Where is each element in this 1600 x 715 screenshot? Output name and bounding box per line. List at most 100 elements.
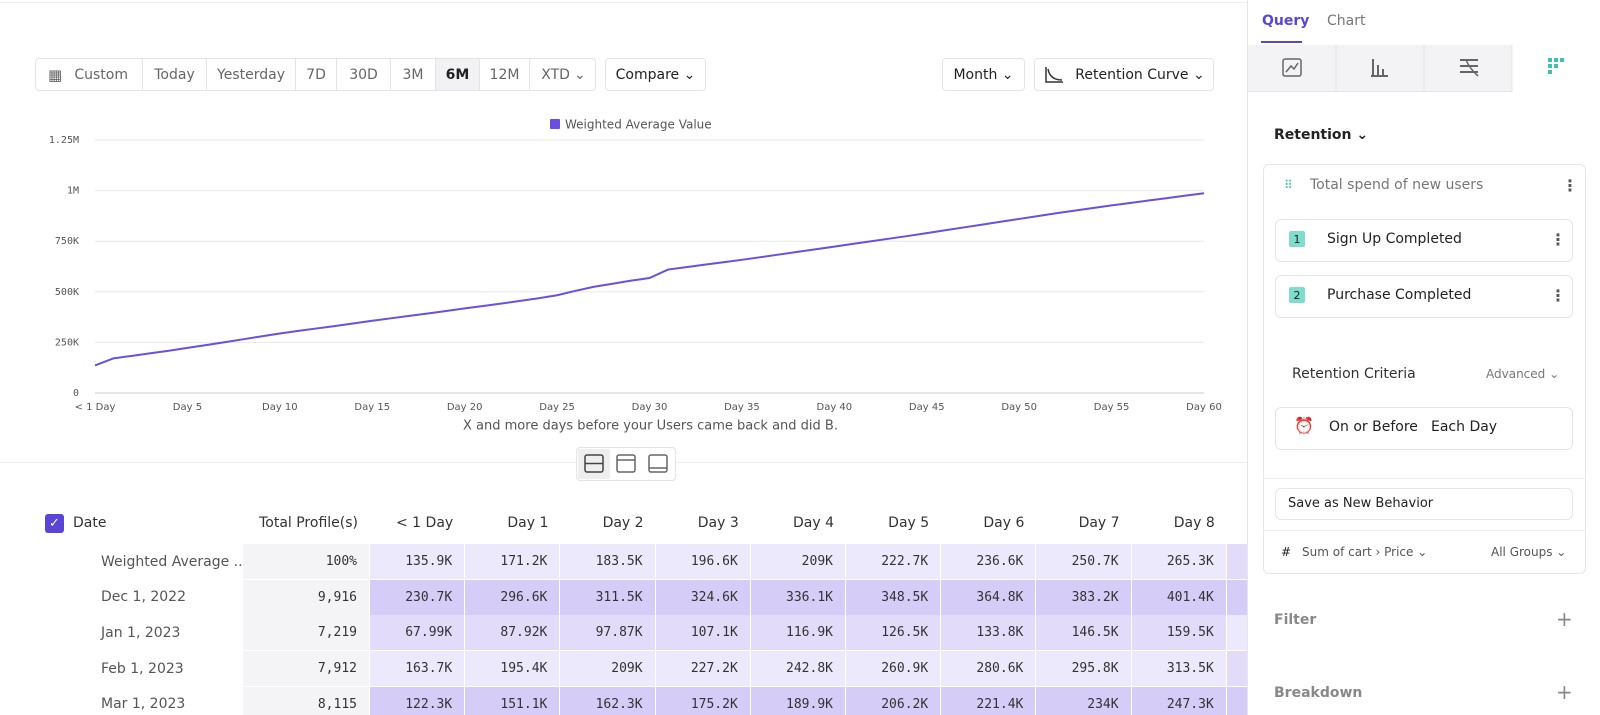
table-cell: 87.92K [465,615,560,651]
metric-name[interactable]: Total spend of new users [1310,177,1483,193]
column-header: Day 2 [560,505,655,541]
y-tick-label: 250K [55,337,79,348]
table-cell: 133.8K [941,615,1036,651]
table-cell: 97.87K [560,615,655,651]
row-label: Jan 1, 2023 [0,615,243,651]
x-tick-label: Day 5 [173,402,202,413]
add-filter[interactable]: + [1556,607,1573,631]
table-cell: 364.8K [941,580,1036,616]
table-cell: 234K [1036,687,1131,715]
criteria-box[interactable] [1275,407,1573,450]
table-cell: 383.2K [1036,580,1131,616]
column-header: Total Profile(s) [243,505,370,541]
table-cell: 336.1K [751,580,846,616]
y-tick-label: 1.25M [49,135,79,146]
y-tick-label: 0 [73,388,79,399]
separator [1263,478,1586,479]
menu-dots[interactable]: ⋮ [1550,230,1566,249]
row-label: Mar 1, 2023 [0,687,243,715]
table-cell: 250.7K [1036,544,1131,580]
x-tick-label: < 1 Day [75,402,116,413]
column-header: Day 7 [1036,505,1131,541]
criteria-when[interactable]: On or Before [1329,419,1418,435]
step-number: 1 [1289,231,1305,247]
menu-dots[interactable]: ⋮ [1550,286,1566,305]
step-label[interactable]: Purchase Completed [1327,287,1471,303]
aggregation[interactable]: Sum of cart › Price ⌄ [1302,545,1427,559]
table-cell: 295.8K [1036,651,1131,687]
tab[interactable]: Chart [1327,13,1365,29]
aggregation-symbol: # [1281,545,1291,559]
criteria-interval[interactable]: Each Day [1431,419,1497,435]
tab[interactable]: Query [1262,13,1309,29]
column-header: Day 1 [465,505,560,541]
y-tick-label: 1M [67,186,79,197]
table-cell: 162.3K [560,687,655,715]
x-tick-label: Day 20 [447,402,483,413]
section-label: Retention [1274,127,1352,143]
groups[interactable]: All Groups ⌄ [1491,545,1566,559]
y-tick-label: 750K [55,236,79,247]
overflow-cell [1227,544,1248,579]
checkbox[interactable]: ✓ [45,514,64,533]
table-cell: 221.4K [941,687,1036,715]
criteria-mode[interactable]: Advanced ⌄ [1486,367,1559,381]
table-cell: 206.2K [846,687,941,715]
legend-swatch [550,119,560,129]
table-cell: 236.6K [941,544,1036,580]
overflow-cell [1227,687,1248,715]
criteria-mode-label: Advanced [1486,367,1545,381]
table-cell: 107.1K [656,615,751,651]
table-cell: 196.6K [656,544,751,580]
table-cell: 265.3K [1132,544,1227,580]
row-label: Weighted Average ... [0,544,243,580]
layout-icons [577,448,675,480]
layout-toggle[interactable] [576,447,676,481]
table-cell: 296.6K [465,580,560,616]
row-label: Feb 1, 2023 [0,651,243,687]
table-cell: 313.5K [1132,651,1227,687]
overflow-cell [1227,580,1248,615]
x-axis-label: X and more days before your Users came b… [463,419,838,434]
table-cell: 163.7K [370,651,465,687]
x-tick-label: Day 40 [817,402,853,413]
x-tick-label: Day 25 [539,402,575,413]
table-cell: 260.9K [846,651,941,687]
criteria-title: Retention Criteria [1292,366,1416,382]
row-label: Dec 1, 2022 [0,580,243,616]
table-cell: 209K [560,651,655,687]
table: DateTotal Profile(s)< 1 DayDay 1Day 2Day… [0,505,1248,715]
section-title[interactable]: Retention ⌄ [1274,127,1368,143]
legend-label: Weighted Average Value [565,118,712,132]
overflow-cell [1227,651,1248,686]
column-header: Day 4 [751,505,846,541]
column-header: Day 3 [656,505,751,541]
column-header: Day 5 [846,505,941,541]
table-cell: 175.2K [656,687,751,715]
table-cell: 7,912 [243,651,370,687]
x-tick-label: Day 55 [1094,402,1130,413]
table-cell: 146.5K [1036,615,1131,651]
menu-dots[interactable]: ⋮ [1562,176,1578,195]
table-cell: 159.5K [1132,615,1227,651]
x-tick-label: Day 45 [909,402,945,413]
y-tick-label: 500K [55,287,79,298]
table-cell: 135.9K [370,544,465,580]
column-header: < 1 Day [370,505,465,541]
table-cell: 280.6K [941,651,1036,687]
add-breakdown[interactable]: + [1556,680,1573,704]
x-tick-label: Day 10 [262,402,298,413]
save-label[interactable]: Save as New Behavior [1288,496,1433,511]
table-cell: 324.6K [656,580,751,616]
line-series [95,193,1204,365]
groups-label: All Groups [1491,545,1552,559]
table-cell: 222.7K [846,544,941,580]
step-label[interactable]: Sign Up Completed [1327,231,1462,247]
breakdown-title: Breakdown [1274,685,1362,701]
column-header: Date [0,505,243,541]
table-cell: 116.9K [751,615,846,651]
table-cell: 122.3K [370,687,465,715]
tab-underline [1261,41,1302,43]
table-cell: 171.2K [465,544,560,580]
